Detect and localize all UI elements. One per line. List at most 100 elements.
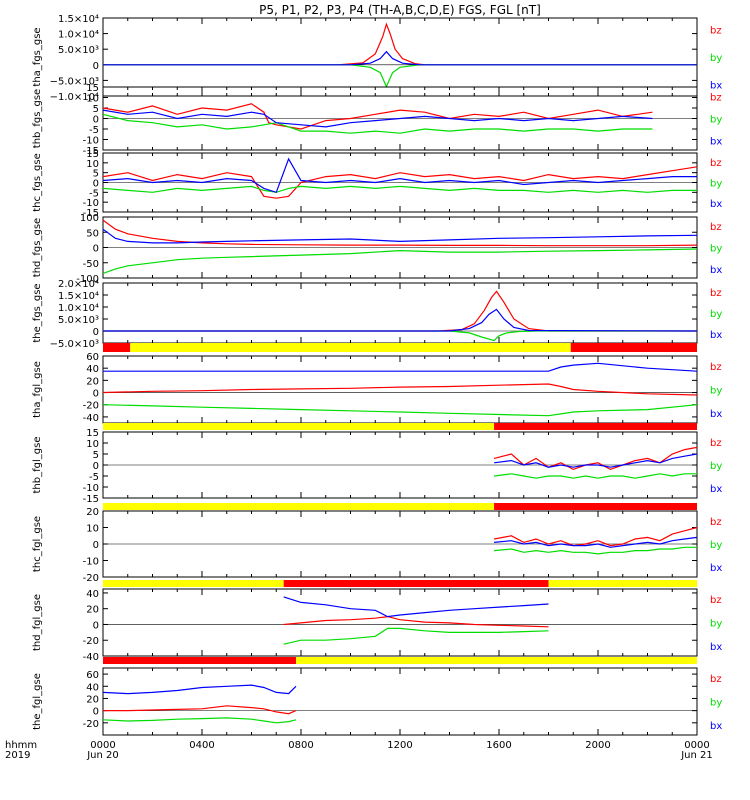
y-tick-label: 50 [86,228,99,239]
y-axis-label: thd_fgl_gse [32,594,43,651]
series-line-bx [103,50,697,66]
y-axis-label: the_fgs_gse [32,283,43,342]
y-tick-label: -15 [83,208,99,219]
legend-bz: bz [710,92,722,103]
status-bar-segment [103,580,284,587]
y-axis-label: the_fgl_gse [32,673,43,730]
y-tick-label: 20 [86,694,99,705]
y-tick-label: 5.0×10³ [58,315,99,326]
panel-thc_fgl_gse: 20 10 0 -10 -20 thc_fgl_gse bz by bx [32,507,722,584]
series-line-bz [102,383,698,396]
y-tick-label: 40 [86,589,99,600]
legend-bx: bx [710,199,722,210]
panel-thd_fgs_gse: 100 50 0 -50 -100 thd_fgs_gse bz by bx [32,213,722,285]
series-line-bz [493,446,698,471]
panel-tha_fgs_gse: 1.5×10⁴ 1.0×10⁴ 5.0×10³ 0 −5.0×10³ −1.0×10⁴ th… [32,14,722,103]
series-line-by [103,330,697,342]
y-tick-label: 40 [86,682,99,693]
y-tick-label: 100 [80,213,99,224]
y-tick-label: -15 [83,494,99,505]
legend-by: by [710,115,722,126]
y-tick-label: -10 [83,136,99,147]
y-tick-label: -5 [89,188,99,199]
status-bar-segment [494,423,697,430]
legend-bz: bz [710,438,722,449]
series-line-by [494,546,697,555]
y-axis-label: tha_fgs_gse [32,27,43,86]
y-tick-label: 60 [86,670,99,681]
legend-bx: bx [710,137,722,148]
y-tick-label: 20 [86,376,99,387]
legend-bx: bx [710,563,722,574]
y-tick-label: 1.5×10⁴ [58,14,99,25]
time-axis-year-label: 2019 [5,750,30,761]
legend-bx: bx [710,409,722,420]
series-line-bx [102,228,698,244]
x-tick-label: 0400 [189,740,214,751]
y-tick-label: 10 [86,439,99,450]
y-tick-label: 1.5×10⁴ [58,291,99,302]
legend-by: by [710,53,722,64]
series-line-bx [102,109,653,128]
legend-by: by [710,386,722,397]
legend-by: by [710,698,722,709]
y-tick-label: -50 [83,259,99,270]
y-tick-label: -20 [83,636,99,647]
series-line-bz [283,615,549,628]
x-tick-label: 0800 [288,740,313,751]
legend-bz: bz [710,674,722,685]
x-tick-label: 2000 [585,740,610,751]
y-tick-label: 0 [93,461,99,472]
series-line-bx [283,596,549,618]
y-tick-label: 15 [86,428,99,439]
series-line-bx [102,684,297,695]
y-tick-label: -5 [89,472,99,483]
y-tick-label: 5 [93,450,99,461]
panel-thd_fgl_gse: 40 20 0 -20 -40 thd_fgl_gse bz by bx [32,588,722,663]
series-line-bz [102,103,653,130]
legend-bx: bx [710,265,722,276]
series-line-bx [103,308,698,332]
series-line-bx [103,362,698,372]
legend-bx: bx [710,484,722,495]
y-tick-label: 10 [86,524,99,535]
series-line-bz [103,22,697,66]
y-tick-label: 0 [93,620,99,631]
y-tick-label: 60 [86,352,99,363]
y-tick-label: 40 [86,364,99,375]
legend-bz: bz [710,222,722,233]
x-tick-label: 0000 [684,740,709,751]
legend-bz: bz [710,158,722,169]
y-axis-label: thc_fgs_gse [32,153,43,212]
panel-frame [102,282,698,344]
panel-group: 1.5×10⁴1.0×10⁴5.0×10³0−5.0×10³−1.0×10⁴th… [32,14,722,736]
legend-by: by [710,461,722,472]
y-tick-label: -20 [83,719,99,730]
series-line-by [102,717,297,724]
series-line-bx [494,536,698,548]
y-tick-label: -40 [83,413,99,424]
legend-bx: bx [710,721,722,732]
y-tick-label: 20 [86,507,99,518]
y-tick-label: −1.0×10⁴ [50,92,99,103]
y-tick-label: 0 [93,389,99,400]
legend-bz: bz [710,288,722,299]
series-line-bz [103,705,297,715]
series-line-by [102,113,653,134]
y-tick-label: -15 [83,146,99,157]
legend-by: by [710,179,722,190]
legend-bz: bz [710,362,722,373]
y-tick-label: 10 [86,159,99,170]
y-tick-label: -20 [83,401,99,412]
legend-by: by [710,244,722,255]
panel-frame [102,667,698,736]
series-line-by [102,404,698,417]
series-line-bz [102,219,698,247]
y-tick-label: 0 [93,327,99,338]
legend-bz: bz [710,26,722,37]
legend-bz: bz [710,595,722,606]
